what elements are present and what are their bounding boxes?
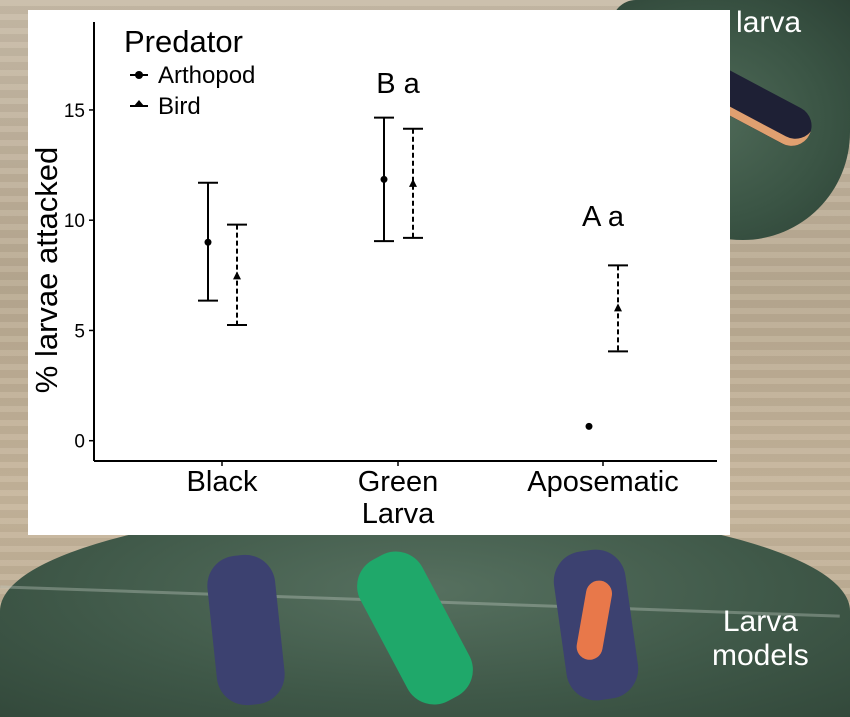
point-arthopod (380, 175, 388, 183)
point-bird (614, 303, 622, 312)
significance-label: A a (582, 201, 625, 233)
point-arthopod (585, 422, 593, 430)
x-tick-label: Black (187, 466, 258, 498)
legend-key-circle (135, 71, 143, 79)
larva-models-line1: Larva (722, 605, 798, 638)
point-bird (233, 271, 241, 280)
larva-models-label: Larva models (712, 605, 809, 673)
y-tick-label: 0 (74, 432, 85, 453)
y-tick-label: 5 (74, 321, 85, 342)
legend-title: Predator (124, 24, 243, 59)
x-tick-label: Green (358, 466, 439, 498)
point-bird (409, 178, 417, 187)
legend-label-bird: Bird (158, 93, 201, 120)
point-arthopod (204, 238, 212, 246)
legend-key-triangle (134, 100, 144, 106)
chart-panel (28, 10, 730, 535)
x-tick-label: Aposematic (527, 466, 679, 498)
y-tick-label: 10 (64, 211, 85, 232)
y-tick-label: 15 (64, 101, 85, 122)
x-tick-label: Larva (362, 498, 435, 530)
significance-label: B a (376, 68, 420, 100)
y-axis-label: % larvae attacked (29, 147, 64, 393)
legend-label-arthopod: Arthopod (158, 62, 255, 89)
larva-models-line2: models (712, 639, 809, 672)
